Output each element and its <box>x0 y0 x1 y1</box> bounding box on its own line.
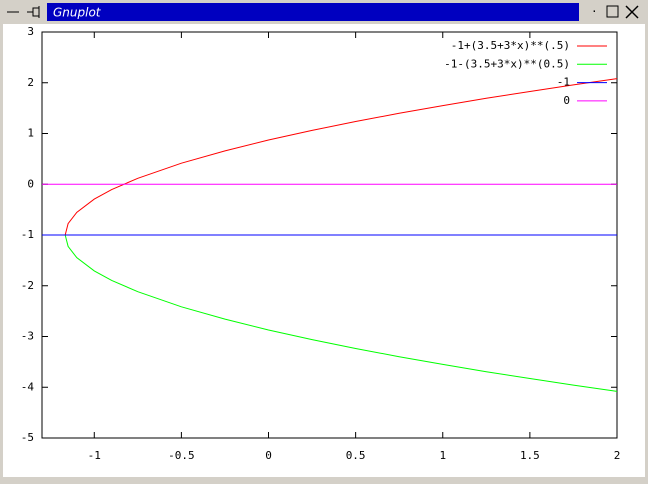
legend-label: -1+(3.5+3*x)**(.5) <box>451 39 570 52</box>
y-tick-label: -1 <box>21 228 34 241</box>
maximize-button[interactable] <box>606 5 619 18</box>
y-tick-label: 3 <box>27 25 34 38</box>
legend-label: -1 <box>557 76 570 89</box>
x-tick-label: 2 <box>614 449 621 462</box>
x-tick-label: 1.5 <box>520 449 540 462</box>
y-tick-label: -4 <box>21 380 35 393</box>
x-tick-label: 1 <box>439 449 446 462</box>
plot-canvas <box>3 24 645 477</box>
x-tick-label: 0.5 <box>346 449 366 462</box>
legend-label: 0 <box>563 94 570 107</box>
series-line <box>64 78 618 236</box>
pin-icon[interactable] <box>27 6 40 18</box>
plot: -5 -4 -3 -2 -1 0 1 2 3 -1 -0.5 0 0.5 1 1.5 2 -1+(3.5+3*x… <box>21 25 621 462</box>
close-button[interactable] <box>625 5 639 19</box>
legend-label: -1-(3.5+3*x)**(0.5) <box>444 57 570 70</box>
y-tick-label: 2 <box>27 76 34 89</box>
x-tick-label: -1 <box>88 449 101 462</box>
series-line <box>64 234 618 392</box>
window-title: Gnuplot <box>53 6 102 20</box>
menu-dot[interactable]: · <box>591 5 598 18</box>
y-tick-label: -2 <box>21 279 34 292</box>
y-tick-label: 0 <box>27 177 34 190</box>
y-tick-label: -5 <box>21 431 34 444</box>
x-tick-label: 0 <box>265 449 272 462</box>
y-tick-label: -3 <box>21 330 34 343</box>
x-tick-label: -0.5 <box>168 449 195 462</box>
y-tick-label: 1 <box>27 127 34 140</box>
title-highlight <box>47 3 579 21</box>
